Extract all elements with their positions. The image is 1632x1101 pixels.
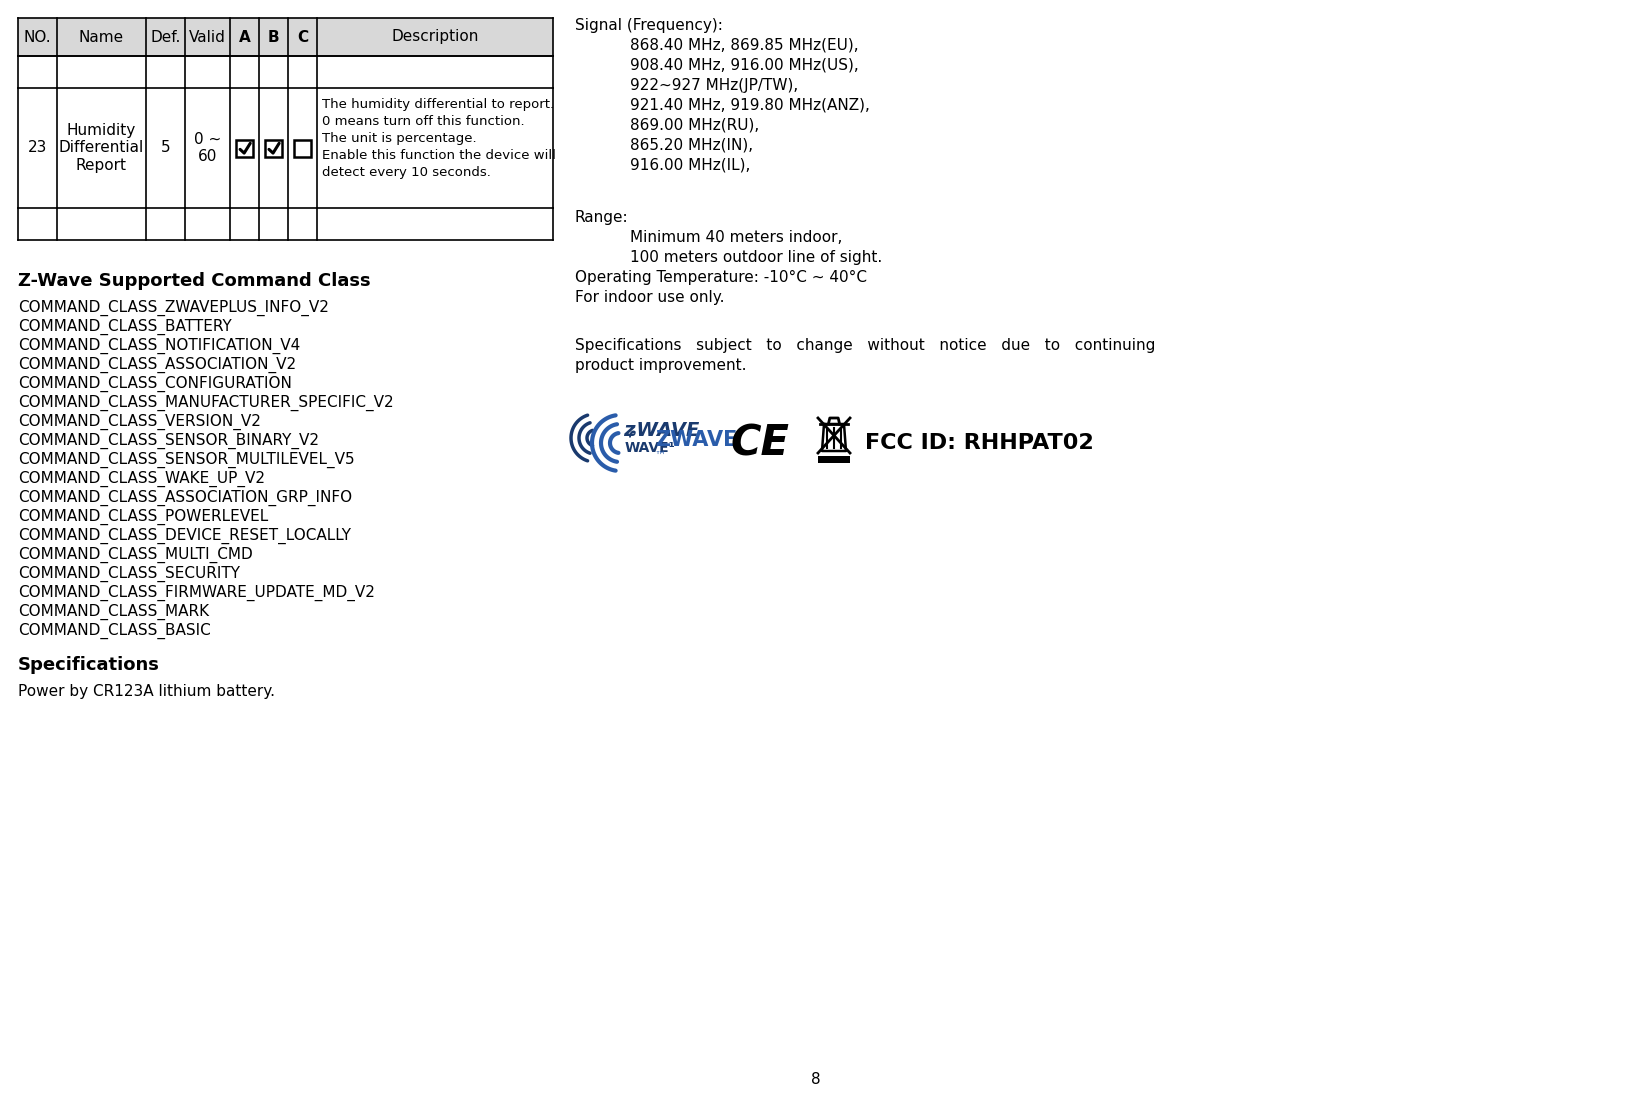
Text: COMMAND_CLASS_NOTIFICATION_V4: COMMAND_CLASS_NOTIFICATION_V4 (18, 338, 300, 355)
Text: Range:: Range: (574, 210, 628, 225)
Text: COMMAND_CLASS_BATTERY: COMMAND_CLASS_BATTERY (18, 319, 232, 335)
Bar (266, 140, 282, 156)
Text: Specifications   subject   to   change   without   notice   due   to   continuin: Specifications subject to change without… (574, 338, 1155, 353)
Text: product improvement.: product improvement. (574, 358, 746, 373)
Text: 921.40 MHz, 919.80 MHz(ANZ),: 921.40 MHz, 919.80 MHz(ANZ), (630, 98, 870, 113)
Text: FCC ID: RHHPAT02: FCC ID: RHHPAT02 (865, 433, 1093, 453)
Text: COMMAND_CLASS_CONFIGURATION: COMMAND_CLASS_CONFIGURATION (18, 377, 292, 392)
Text: COMMAND_CLASS_SENSOR_MULTILEVEL_V5: COMMAND_CLASS_SENSOR_MULTILEVEL_V5 (18, 453, 354, 468)
Text: Signal (Frequency):: Signal (Frequency): (574, 18, 723, 33)
Text: Enable this function the device will: Enable this function the device will (322, 149, 557, 162)
Text: 0 means turn off this function.: 0 means turn off this function. (322, 115, 526, 128)
Text: COMMAND_CLASS_VERSION_V2: COMMAND_CLASS_VERSION_V2 (18, 414, 261, 430)
Text: COMMAND_CLASS_SECURITY: COMMAND_CLASS_SECURITY (18, 566, 240, 582)
Text: COMMAND_CLASS_BASIC: COMMAND_CLASS_BASIC (18, 623, 211, 640)
Text: For indoor use only.: For indoor use only. (574, 290, 725, 305)
Text: 8: 8 (811, 1072, 821, 1088)
Text: COMMAND_CLASS_ZWAVEPLUS_INFO_V2: COMMAND_CLASS_ZWAVEPLUS_INFO_V2 (18, 299, 330, 316)
Text: Valid: Valid (189, 30, 227, 44)
Text: WAVE¹: WAVE¹ (625, 442, 676, 455)
Text: COMMAND_CLASS_SENSOR_BINARY_V2: COMMAND_CLASS_SENSOR_BINARY_V2 (18, 433, 318, 449)
Text: The unit is percentage.: The unit is percentage. (322, 132, 477, 145)
Text: 23: 23 (28, 141, 47, 155)
Text: COMMAND_CLASS_FIRMWARE_UPDATE_MD_V2: COMMAND_CLASS_FIRMWARE_UPDATE_MD_V2 (18, 585, 375, 601)
Text: ʑWAVE: ʑWAVE (623, 421, 700, 439)
Text: COMMAND_CLASS_MARK: COMMAND_CLASS_MARK (18, 604, 209, 620)
Text: COMMAND_CLASS_ASSOCIATION_V2: COMMAND_CLASS_ASSOCIATION_V2 (18, 357, 295, 373)
Text: COMMAND_CLASS_WAKE_UP_V2: COMMAND_CLASS_WAKE_UP_V2 (18, 471, 264, 488)
Polygon shape (823, 424, 845, 451)
Bar (237, 140, 253, 156)
Text: COMMAND_CLASS_MANUFACTURER_SPECIFIC_V2: COMMAND_CLASS_MANUFACTURER_SPECIFIC_V2 (18, 395, 393, 411)
Text: COMMAND_CLASS_MULTI_CMD: COMMAND_CLASS_MULTI_CMD (18, 547, 253, 564)
Text: 869.00 MHz(RU),: 869.00 MHz(RU), (630, 118, 759, 133)
Text: 865.20 MHz(IN),: 865.20 MHz(IN), (630, 138, 752, 153)
Text: 0 ~
60: 0 ~ 60 (194, 132, 222, 164)
Text: Z-Wave Supported Command Class: Z-Wave Supported Command Class (18, 272, 370, 290)
Text: 100 meters outdoor line of sight.: 100 meters outdoor line of sight. (630, 250, 883, 265)
Text: The humidity differential to report.: The humidity differential to report. (322, 98, 555, 111)
Text: 5: 5 (162, 141, 170, 155)
Text: 916.00 MHz(IL),: 916.00 MHz(IL), (630, 159, 751, 173)
Text: detect every 10 seconds.: detect every 10 seconds. (322, 166, 491, 179)
Text: A: A (238, 30, 251, 44)
Text: 868.40 MHz, 869.85 MHz(EU),: 868.40 MHz, 869.85 MHz(EU), (630, 39, 858, 53)
Text: Def.: Def. (150, 30, 181, 44)
Text: ™: ™ (654, 451, 666, 461)
Text: COMMAND_CLASS_ASSOCIATION_GRP_INFO: COMMAND_CLASS_ASSOCIATION_GRP_INFO (18, 490, 353, 506)
Text: 922~927 MHz(JP/TW),: 922~927 MHz(JP/TW), (630, 78, 798, 92)
Bar (294, 140, 312, 156)
Text: NO.: NO. (23, 30, 51, 44)
Text: ZWAVE: ZWAVE (654, 430, 738, 450)
Bar (18, 18, 553, 56)
Text: C: C (297, 30, 308, 44)
Text: Minimum 40 meters indoor,: Minimum 40 meters indoor, (630, 230, 842, 246)
Text: Description: Description (392, 30, 478, 44)
Text: Operating Temperature: -10°C ~ 40°C: Operating Temperature: -10°C ~ 40°C (574, 270, 867, 285)
Text: COMMAND_CLASS_POWERLEVEL: COMMAND_CLASS_POWERLEVEL (18, 509, 268, 525)
Text: 908.40 MHz, 916.00 MHz(US),: 908.40 MHz, 916.00 MHz(US), (630, 58, 858, 73)
Text: Humidity
Differential
Report: Humidity Differential Report (59, 123, 144, 173)
Bar (818, 456, 850, 464)
Text: COMMAND_CLASS_DEVICE_RESET_LOCALLY: COMMAND_CLASS_DEVICE_RESET_LOCALLY (18, 528, 351, 544)
Text: B: B (268, 30, 279, 44)
Text: CE: CE (731, 422, 790, 464)
Text: Name: Name (78, 30, 124, 44)
Text: Specifications: Specifications (18, 656, 160, 674)
Text: Power by CR123A lithium battery.: Power by CR123A lithium battery. (18, 684, 276, 699)
